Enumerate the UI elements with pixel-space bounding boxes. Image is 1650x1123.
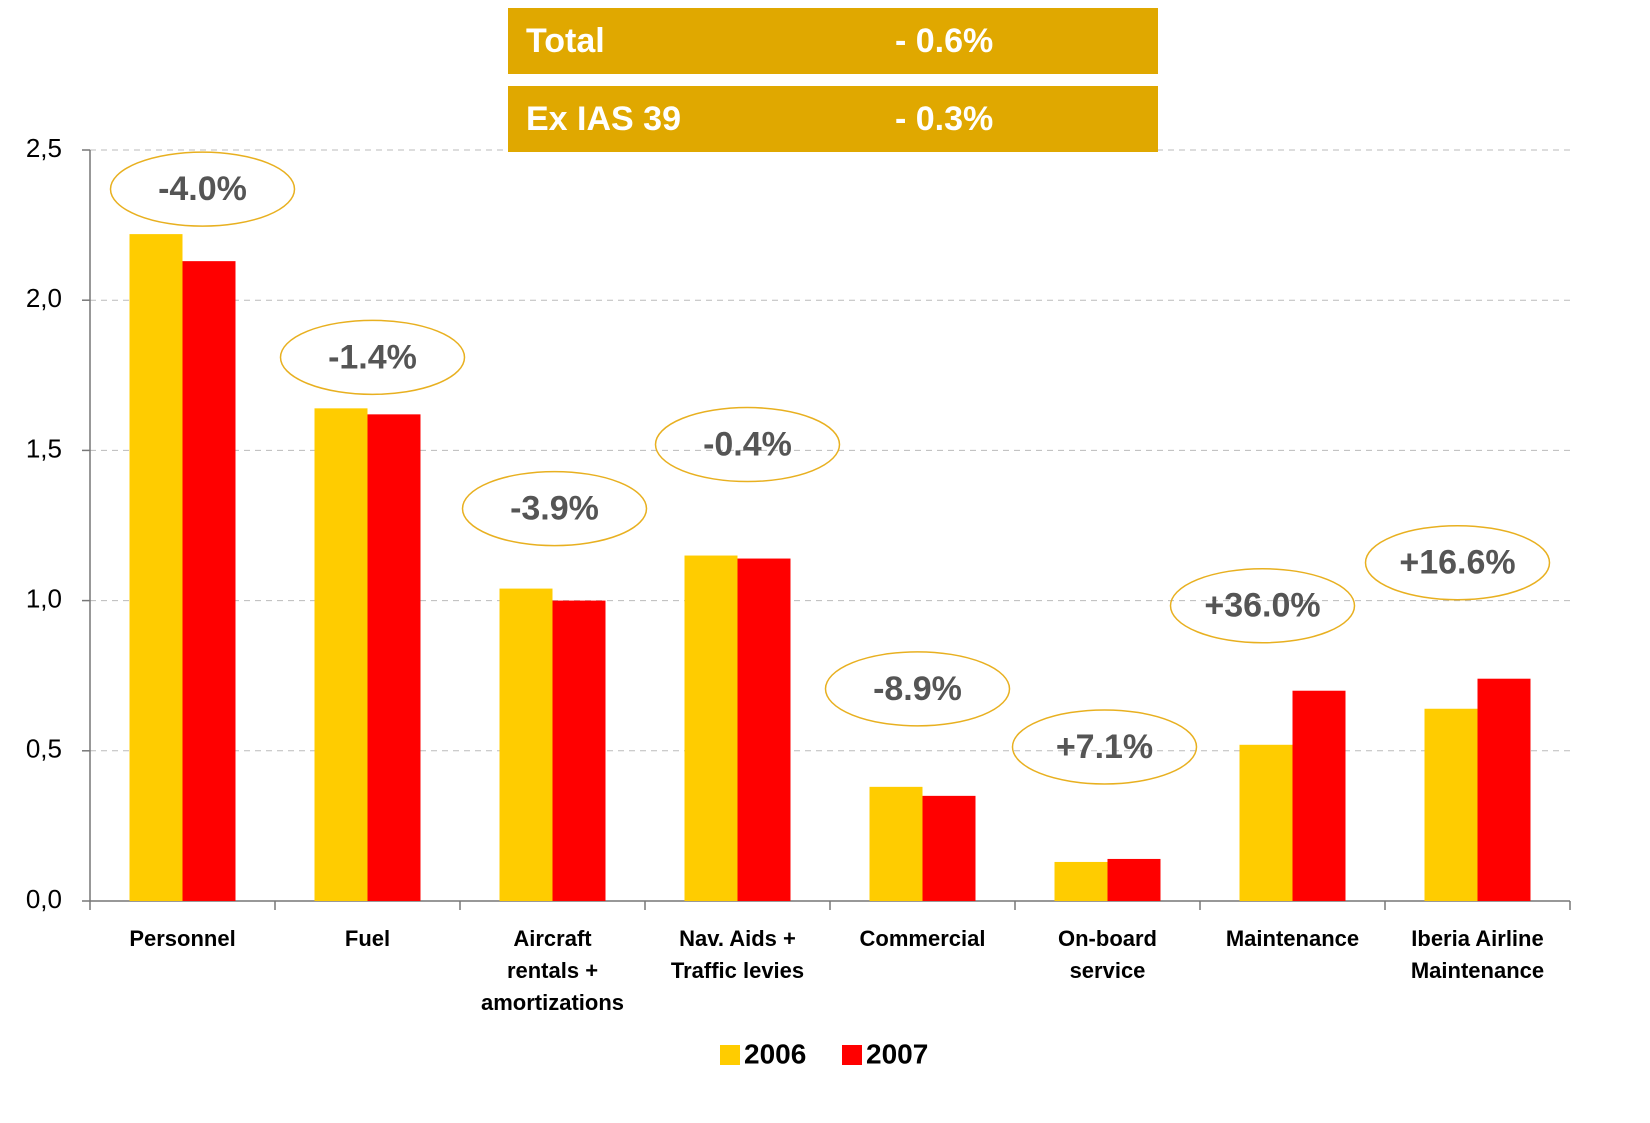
bar [1107,858,1161,901]
change-label: -3.9% [510,490,599,528]
x-tick-label: Aircraft [513,926,592,951]
change-label: +16.6% [1399,544,1515,582]
summary-value: - 0.3% [895,100,993,138]
x-tick-label: service [1070,958,1146,983]
summary-box [508,8,1158,74]
x-tick-label: rentals + [507,958,598,983]
y-tick-label: 0,5 [26,734,62,764]
summary-label: Total [526,22,605,60]
change-ellipse [1169,567,1356,644]
x-tick-label: Maintenance [1226,926,1359,951]
bar [367,414,421,901]
y-tick-label: 1,5 [26,433,62,463]
bar [129,234,183,901]
bar [1292,690,1346,901]
bar [869,786,923,901]
change-ellipse [1364,524,1551,601]
x-tick-label: On-board [1058,926,1157,951]
x-tick-label: Maintenance [1411,958,1544,983]
change-ellipse [461,470,648,547]
change-ellipse [109,151,296,227]
legend-swatch [842,1045,862,1065]
bar [1424,708,1478,901]
summary-box [508,86,1158,152]
change-ellipse [824,651,1011,727]
x-tick-label: Iberia Airline [1411,926,1543,951]
change-label: -8.9% [873,670,962,708]
bar [314,408,368,901]
y-tick-label: 2,5 [26,133,62,163]
x-tick-label: Commercial [860,926,986,951]
x-tick-label: Personnel [129,926,235,951]
legend-label: 2007 [866,1038,928,1069]
bar [499,588,553,901]
bar [922,795,976,901]
y-tick-label: 2,0 [26,283,62,313]
change-ellipse [1011,709,1198,785]
change-label: -0.4% [703,426,792,464]
y-tick-label: 1,0 [26,583,62,613]
change-ellipse [654,406,841,483]
bar [737,558,791,901]
y-tick-label: 0,0 [26,884,62,914]
change-label: -1.4% [328,338,417,376]
bar [182,261,236,901]
bar [552,600,606,901]
x-tick-label: Nav. Aids + [679,926,796,951]
change-label: -4.0% [158,170,247,208]
bar [684,555,738,901]
x-tick-label: amortizations [481,990,624,1015]
bar [1239,744,1293,901]
change-label: +7.1% [1056,728,1153,766]
change-ellipse [279,319,466,396]
legend-swatch [720,1045,740,1065]
x-tick-label: Fuel [345,926,390,951]
change-label: +36.0% [1204,587,1320,625]
summary-label: Ex IAS 39 [526,100,681,138]
legend-label: 2006 [744,1038,806,1069]
x-tick-label: Traffic levies [671,958,804,983]
summary-value: - 0.6% [895,22,993,60]
bar [1477,678,1531,901]
bar [1054,861,1108,901]
